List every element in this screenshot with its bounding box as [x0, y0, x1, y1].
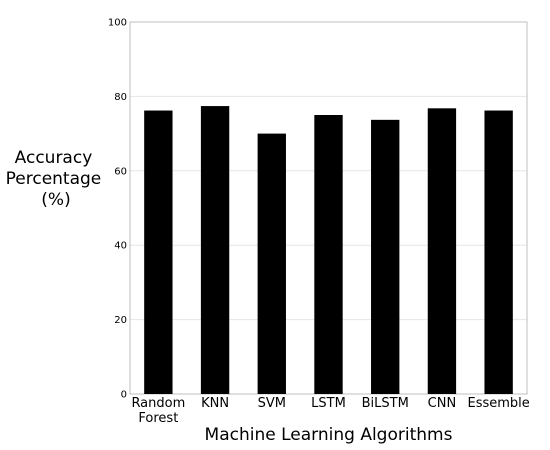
bar	[484, 110, 513, 394]
y-axis-label: Accuracy Percentage (%)	[6, 148, 107, 210]
x-tick-label: Essemble	[467, 396, 529, 411]
x-tick-label: BiLSTM	[362, 396, 409, 411]
y-tick-label: 40	[114, 241, 127, 252]
y-tick-label: 100	[108, 18, 127, 29]
y-axis-label-line: (%)	[41, 190, 70, 210]
x-tick-label: LSTM	[311, 396, 346, 411]
y-tick-labels: 0 20 40 60 80 100	[108, 18, 127, 401]
y-tick-label: 0	[121, 390, 127, 401]
y-tick-label: 80	[114, 92, 127, 103]
bar	[257, 133, 286, 394]
y-axis-label-line: Accuracy	[15, 148, 93, 168]
bar	[427, 108, 457, 394]
bar	[144, 110, 173, 394]
y-tick-label: 60	[114, 166, 127, 177]
x-tick-label: SVM	[258, 396, 286, 411]
bar	[314, 115, 343, 394]
x-tick-label: Random Forest	[131, 396, 185, 426]
y-axis-label-line: Percentage	[6, 169, 102, 189]
x-tick-labels: Random Forest KNN SVM LSTM BiLSTM CNN Essemble	[131, 396, 529, 426]
bars	[144, 106, 513, 395]
y-tick-label: 20	[114, 315, 127, 326]
x-tick-label: KNN	[201, 396, 229, 411]
x-axis-label: Machine Learning Algorithms	[205, 425, 453, 445]
bar	[200, 106, 230, 395]
x-tick-label: CNN	[428, 396, 457, 411]
bar	[371, 119, 400, 394]
